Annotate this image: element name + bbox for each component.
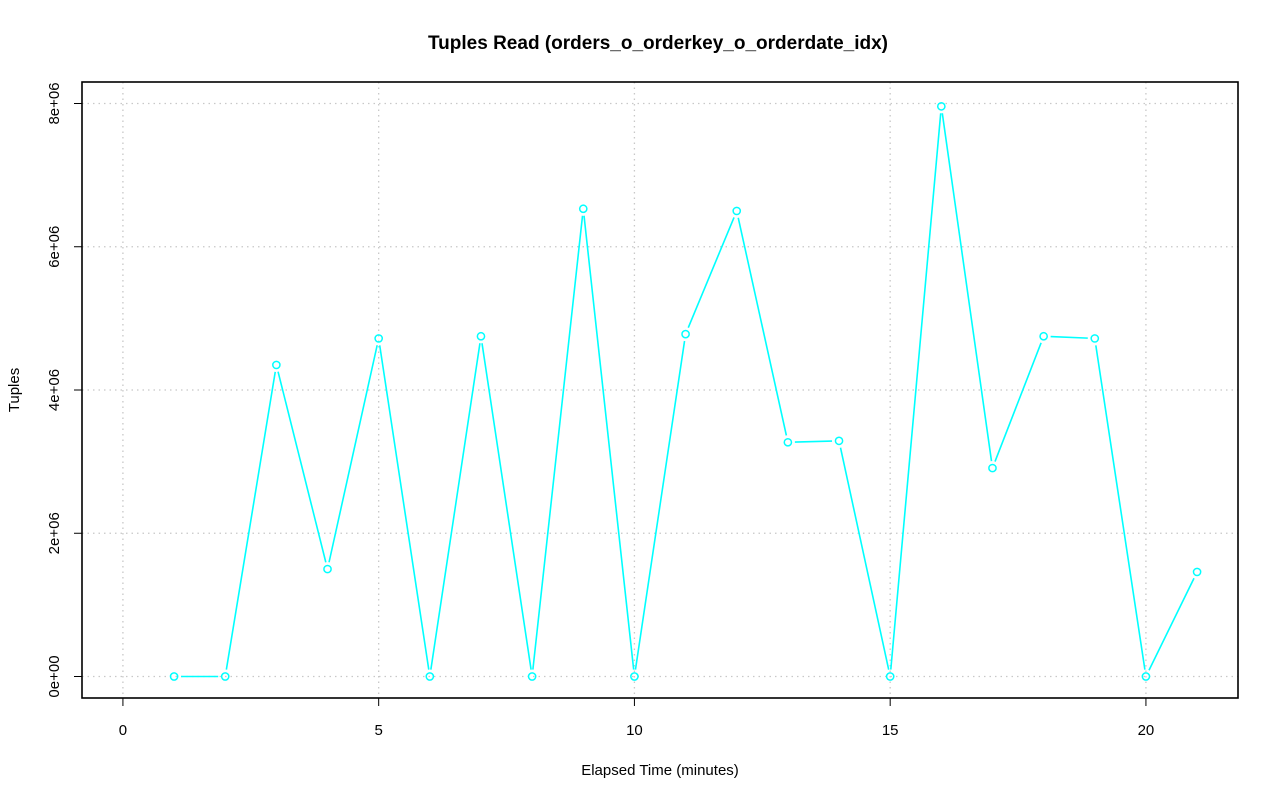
series-line-segment [430, 343, 481, 670]
data-point [681, 329, 690, 339]
x-tick-label: 5 [375, 722, 383, 739]
series-line-segment [839, 447, 890, 670]
data-point [374, 334, 384, 343]
y-axis: 0e+00 2e+06 4e+06 6e+06 8e+06 [46, 82, 82, 698]
data-point [323, 564, 332, 574]
data-series [169, 102, 1202, 681]
data-point [1039, 331, 1048, 341]
series-line-segment [225, 371, 277, 670]
series-line-segment [1095, 345, 1146, 670]
data-point [1141, 672, 1151, 681]
data-point [578, 204, 588, 214]
series-line-segment [737, 217, 788, 436]
x-tick-label: 0 [119, 722, 127, 739]
series-line-segment [532, 215, 584, 670]
y-tick-label: 2e+06 [46, 512, 63, 554]
y-tick-label: 4e+06 [46, 369, 63, 411]
series-line-segment [890, 113, 942, 670]
data-point [885, 672, 895, 681]
x-axis-label: Elapsed Time (minutes) [581, 762, 739, 779]
data-point [1090, 334, 1100, 343]
series-line-segment [687, 217, 735, 328]
data-point [783, 437, 793, 447]
data-point [220, 672, 230, 681]
series-line-segment [994, 342, 1042, 462]
chart-title: Tuples Read (orders_o_orderkey_o_orderda… [428, 33, 888, 54]
data-point [630, 672, 639, 681]
series-line-segment [378, 345, 430, 670]
y-tick-label: 6e+06 [46, 226, 63, 268]
series-line-segment [1050, 335, 1088, 339]
data-point [732, 206, 742, 216]
x-tick-label: 15 [882, 722, 899, 739]
grid-lines [82, 82, 1238, 698]
series-line-segment [328, 345, 378, 563]
series-line-segment [634, 340, 686, 670]
data-point [936, 102, 946, 111]
series-line-segment [481, 343, 532, 670]
data-point [527, 672, 537, 681]
data-point [1192, 567, 1202, 577]
data-point [272, 360, 281, 370]
series-line-segment [794, 440, 833, 443]
data-point [425, 672, 435, 681]
x-tick-label: 10 [626, 722, 643, 739]
x-axis: 0 5 10 15 20 [119, 698, 1155, 739]
data-point [169, 672, 179, 681]
y-tick-label: 0e+00 [46, 655, 63, 697]
series-line-segment [583, 215, 635, 670]
data-point [834, 436, 844, 446]
y-tick-label: 8e+06 [46, 82, 63, 124]
series-line-segment [277, 371, 327, 563]
y-axis-label: Tuples [6, 368, 23, 412]
series-line-segment [941, 113, 993, 462]
series-line-segment [1148, 577, 1195, 671]
data-point [988, 463, 997, 473]
x-tick-label: 20 [1138, 722, 1155, 739]
data-point [476, 331, 486, 341]
